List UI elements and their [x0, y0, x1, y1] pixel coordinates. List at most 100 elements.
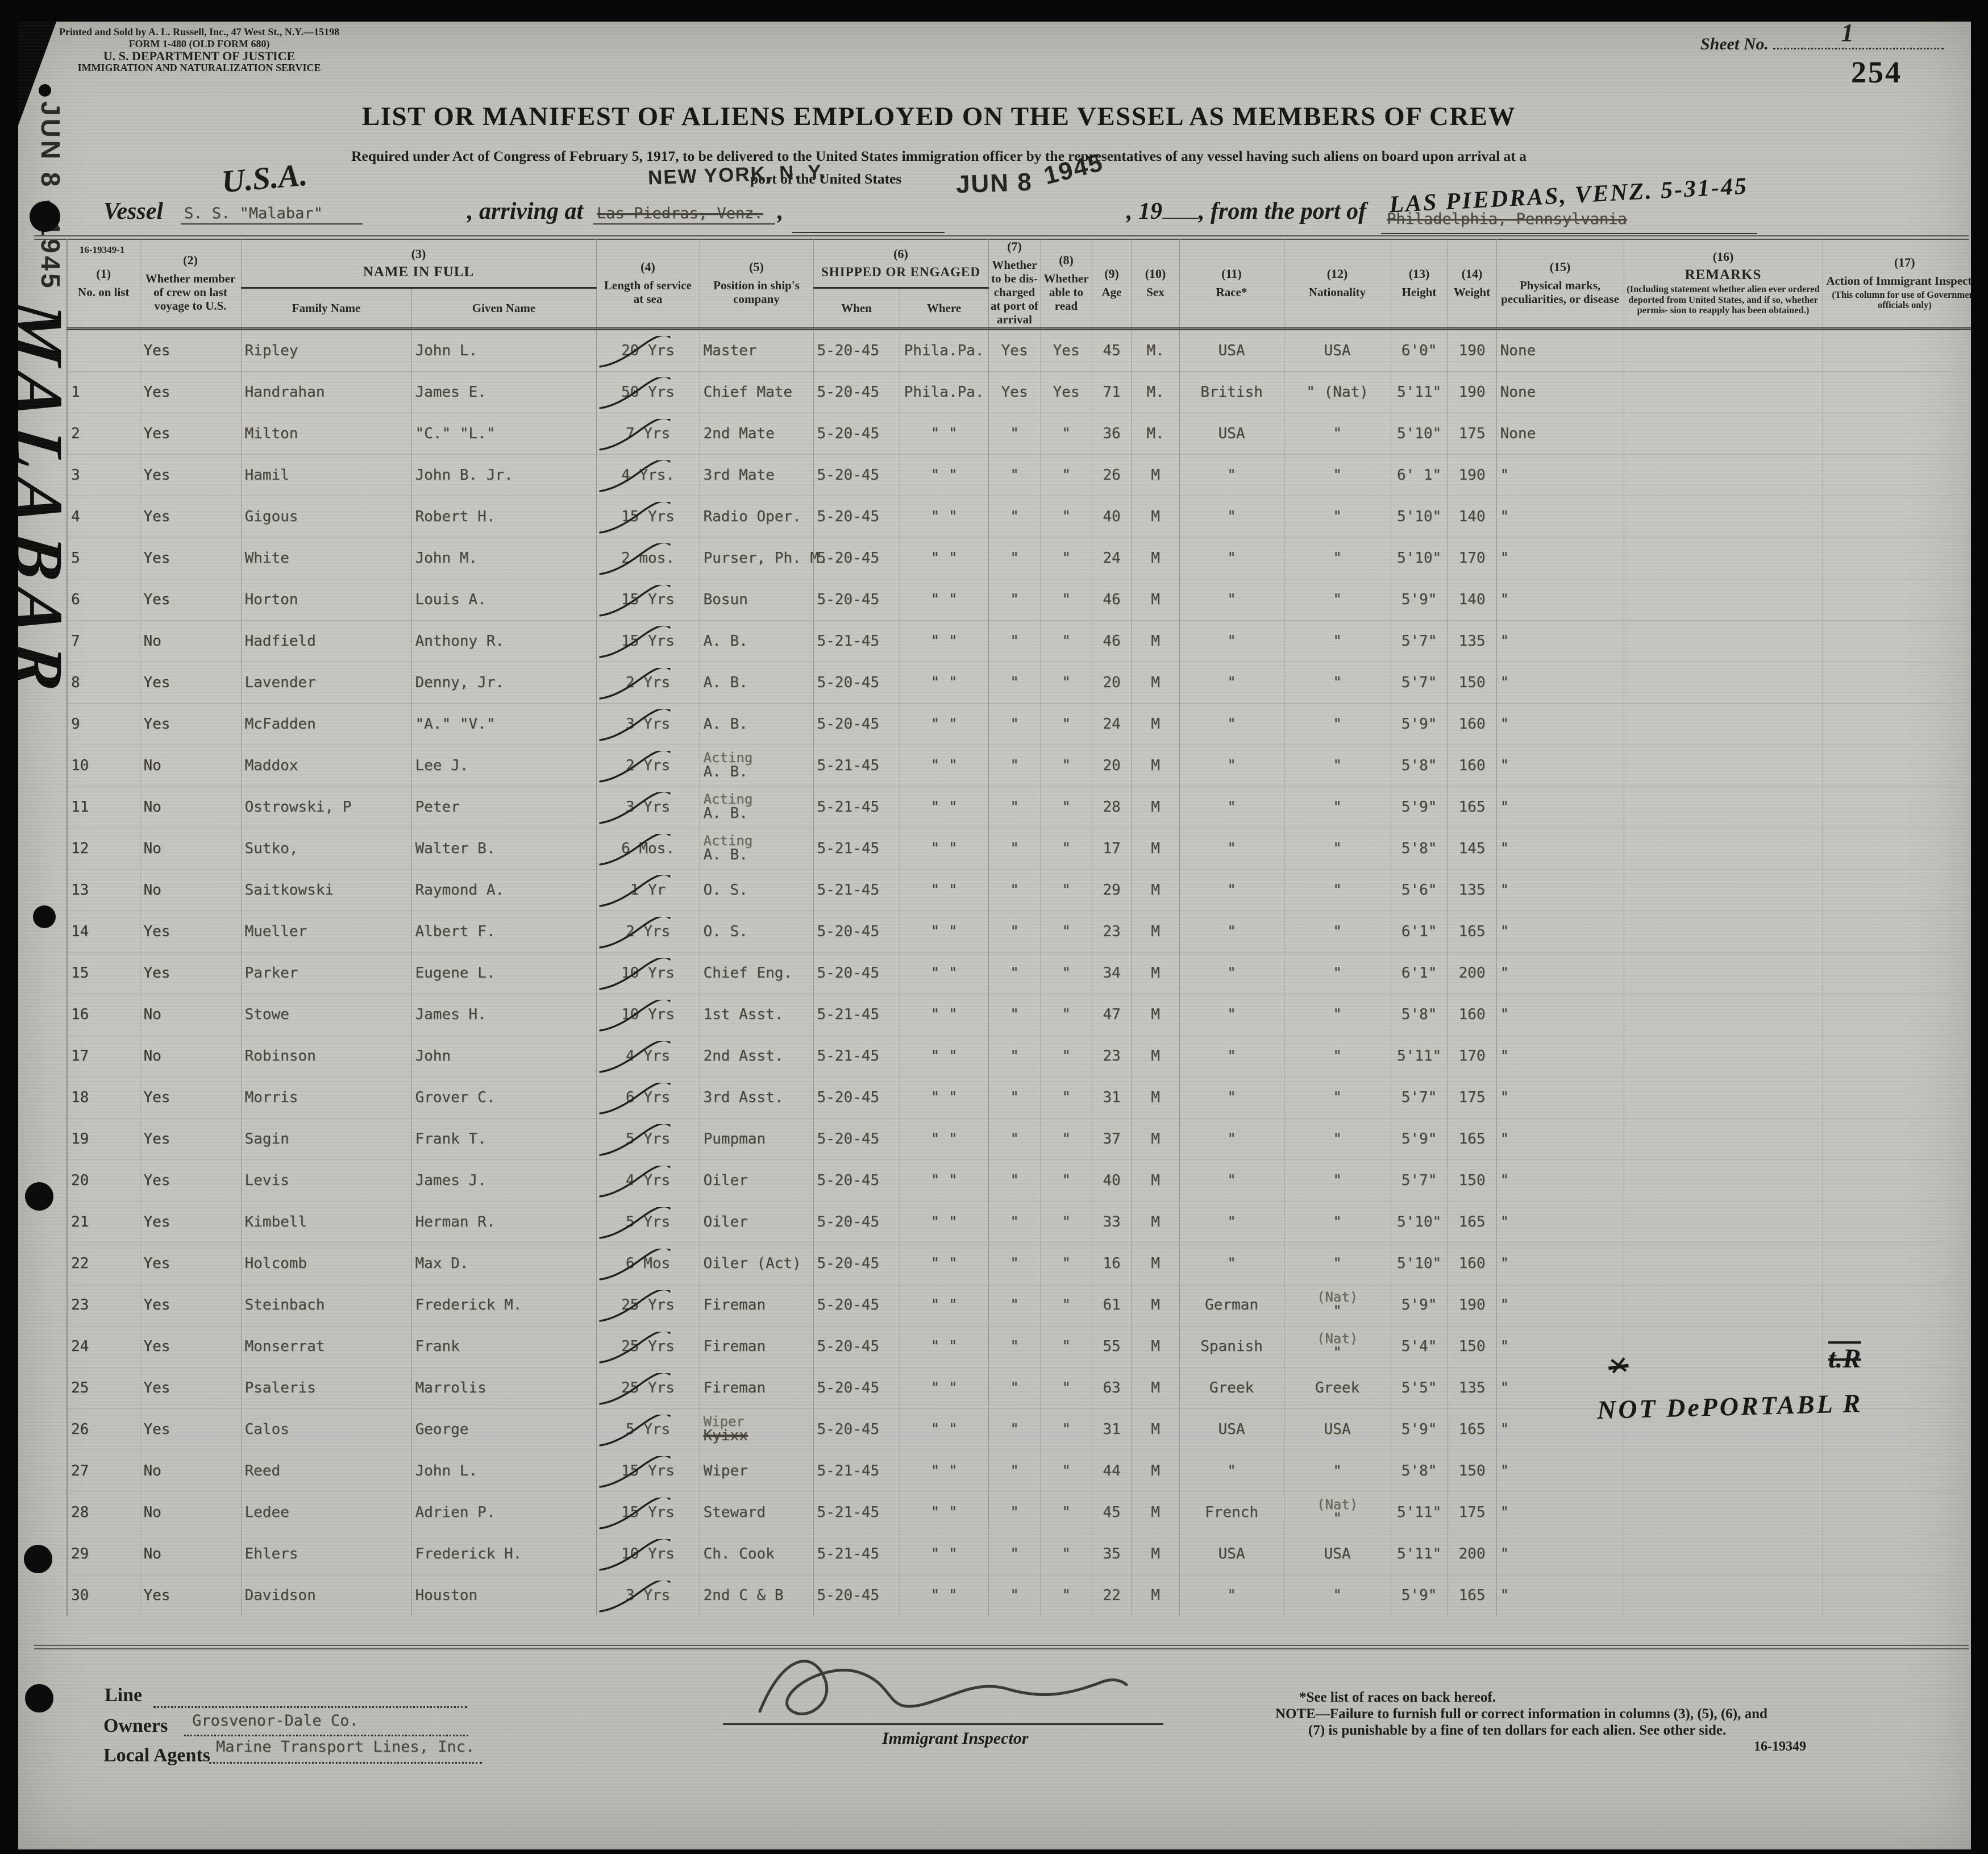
- cell-inspector-action: [1822, 1076, 1987, 1119]
- cell-shipped-when: 5-20-45: [813, 371, 900, 413]
- cell-race: ": [1179, 454, 1284, 496]
- cell-age: 23: [1091, 1035, 1132, 1077]
- nationality-value: ": [1333, 633, 1342, 650]
- cell-position: Chief Mate: [699, 371, 814, 413]
- cell-length-of-service: 10 Yrs: [596, 993, 700, 1036]
- cell-physical-marks: ": [1496, 1325, 1624, 1367]
- cell-age: 71: [1091, 371, 1132, 413]
- nationality-value: ": [1333, 425, 1342, 442]
- cell-given-name: Lee J.: [411, 745, 597, 787]
- cell-able-to-read: ": [1040, 1284, 1092, 1326]
- cell-sex: M: [1131, 1533, 1180, 1575]
- cell-able-to-read: ": [1040, 620, 1092, 662]
- cell-shipped-where: " ": [899, 1450, 989, 1492]
- arrival-date: JUN 8: [955, 168, 1033, 199]
- cell-position: Acting A. B.: [699, 828, 814, 870]
- cell-remarks: [1623, 620, 1823, 662]
- cell-shipped-where: " ": [899, 1284, 989, 1326]
- cell-family-name: Monserrat: [240, 1325, 412, 1367]
- cell-inspector-action: [1822, 786, 1987, 828]
- cell-inspector-action: [1822, 1159, 1987, 1202]
- col-header-action: (17) Action of Immigrant Inspector (This c…: [1822, 239, 1987, 329]
- cell-weight: 175: [1447, 413, 1497, 455]
- cell-discharged: ": [988, 1076, 1041, 1119]
- cell-height: 5'7": [1390, 620, 1448, 662]
- cell-shipped-when: 5-21-45: [813, 869, 900, 911]
- cell-shipped-when: 5-20-45: [813, 413, 900, 455]
- position-value: Oiler (Act): [703, 1255, 801, 1272]
- cell-position: Wiper Kyixx: [699, 1408, 814, 1450]
- manifest-sheet: JUN 8 - 1945 MALABAR Printed and Sold by…: [0, 19, 1988, 1851]
- cell-sex: M: [1131, 993, 1180, 1036]
- cell-nationality: ": [1283, 911, 1391, 953]
- cell-able-to-read: ": [1040, 828, 1092, 870]
- cell-physical-marks: ": [1496, 1491, 1624, 1533]
- crew-row: 7 No Hadfield Anthony R. 15 Yrs A. B. 5-…: [66, 620, 1987, 662]
- col-header-remarks: (16) REMARKS (Including statement whether …: [1623, 239, 1823, 329]
- position-value: O. S.: [703, 923, 748, 940]
- cell-member: No: [139, 828, 242, 870]
- crew-row: 9 Yes McFadden "A." "V." 3 Yrs A. B. 5-2…: [66, 703, 1987, 745]
- cell-row-number: 23: [66, 1284, 140, 1326]
- cell-position: Acting A. B.: [699, 745, 814, 787]
- cell-physical-marks: ": [1496, 993, 1624, 1036]
- cell-height: 6'0": [1390, 329, 1448, 372]
- cell-remarks: [1623, 1325, 1823, 1367]
- cell-race: ": [1179, 496, 1284, 538]
- cell-weight: 165: [1447, 786, 1497, 828]
- position-value: Steward: [703, 1504, 766, 1521]
- punch-hole: [33, 905, 56, 928]
- cell-family-name: McFadden: [240, 703, 412, 745]
- position-value: Wiper: [703, 1462, 748, 1479]
- cell-discharged: ": [988, 662, 1041, 704]
- cell-length-of-service: 2 Yrs: [596, 745, 700, 787]
- cell-family-name: Lavender: [240, 662, 412, 704]
- position-value: A. B.: [703, 674, 748, 691]
- crew-row: 19 Yes Sagin Frank T. 5 Yrs Pumpman 5-20…: [66, 1118, 1987, 1160]
- nationality-value: ": [1333, 1587, 1342, 1604]
- cell-physical-marks: ": [1496, 1574, 1624, 1616]
- cell-position: Purser, Ph. M.: [699, 537, 828, 579]
- cell-length-of-service: 3 Yrs: [596, 786, 700, 828]
- cell-weight: 165: [1447, 1118, 1497, 1160]
- cell-row-number: 2: [66, 413, 140, 455]
- position-value: 3rd Mate: [703, 467, 775, 484]
- cell-family-name: Handrahan: [240, 371, 412, 413]
- cell-race: French: [1179, 1491, 1284, 1533]
- cell-height: 5'9": [1390, 1408, 1448, 1450]
- punch-hole: [24, 1545, 52, 1573]
- cell-length-of-service: 7 Yrs: [596, 413, 700, 455]
- nationality-value: ": [1333, 716, 1342, 733]
- cell-sex: M: [1131, 1450, 1180, 1492]
- cell-height: 5'9": [1390, 1284, 1448, 1326]
- cell-family-name: Reed: [240, 1450, 412, 1492]
- crew-row: 11 No Ostrowski, P Peter 3 Yrs Acting A.…: [66, 786, 1987, 828]
- cell-nationality: (Nat) ": [1283, 1284, 1391, 1326]
- cell-discharged: ": [988, 1367, 1041, 1409]
- cell-physical-marks: ": [1496, 869, 1624, 911]
- cell-age: 17: [1091, 828, 1132, 870]
- vessel-name: S. S. "Malabar": [181, 205, 363, 225]
- cell-member: Yes: [139, 1201, 242, 1243]
- cell-remarks: [1623, 454, 1823, 496]
- cell-position: Chief Eng.: [699, 952, 814, 994]
- cell-length-of-service: 50 Yrs: [596, 371, 700, 413]
- cell-weight: 150: [1447, 1450, 1497, 1492]
- cell-length-of-service: 3 Yrs: [596, 703, 700, 745]
- cell-weight: 190: [1447, 329, 1497, 372]
- sheet-value: 1: [1841, 19, 1854, 47]
- cell-given-name: Frank T.: [411, 1118, 597, 1160]
- cell-physical-marks: ": [1496, 1408, 1624, 1450]
- remark-initials-struck: t.R: [1828, 1344, 1861, 1374]
- cell-age: 29: [1091, 869, 1132, 911]
- cell-able-to-read: ": [1040, 1242, 1092, 1285]
- cell-age: 20: [1091, 662, 1132, 704]
- cell-shipped-where: " ": [899, 1242, 989, 1285]
- cell-family-name: Stowe: [240, 993, 412, 1036]
- cell-sex: M.: [1131, 413, 1180, 455]
- cell-nationality: ": [1283, 993, 1391, 1036]
- arriving-label: , arriving at: [467, 198, 584, 225]
- cell-shipped-when: 5-20-45: [813, 537, 900, 579]
- cell-row-number: [66, 329, 140, 372]
- cell-row-number: 27: [66, 1450, 140, 1492]
